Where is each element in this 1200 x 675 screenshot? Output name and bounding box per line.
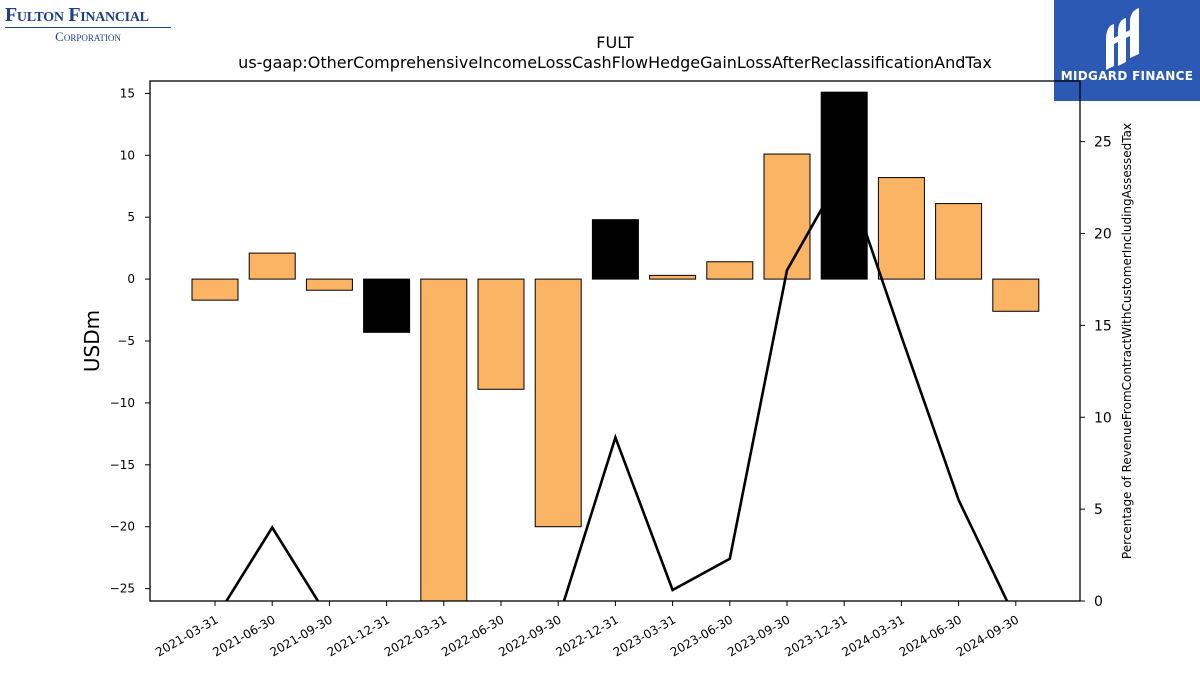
x-tick-label: 2023-03-31 bbox=[611, 612, 678, 659]
bar-2023-09-30 bbox=[763, 153, 811, 280]
bar-2022-06-30 bbox=[477, 278, 525, 390]
x-tick-label: 2024-06-30 bbox=[897, 612, 964, 659]
bar-2022-12-31 bbox=[591, 219, 639, 280]
y2-tick-label: 5 bbox=[1094, 502, 1103, 518]
y2-tick-label: 20 bbox=[1094, 227, 1112, 243]
y-tick-label: −25 bbox=[110, 582, 135, 596]
x-tick-label: 2021-03-31 bbox=[153, 612, 220, 659]
x-tick-label: 2024-09-30 bbox=[954, 612, 1021, 659]
brand-left-name: Fulton Financial bbox=[5, 4, 149, 26]
y-tick-label: −5 bbox=[117, 334, 135, 348]
fulton-financial-logo: Fulton Financial Corporation bbox=[5, 4, 175, 44]
line-series bbox=[224, 166, 1009, 601]
y-tick-label: 15 bbox=[120, 86, 135, 100]
y2-tick-label: 0 bbox=[1094, 594, 1103, 610]
chart-title: FULT bbox=[596, 33, 634, 52]
x-tick-label: 2023-06-30 bbox=[668, 612, 735, 659]
x-tick-label: 2023-09-30 bbox=[725, 612, 792, 659]
y2-tick-label: 25 bbox=[1094, 135, 1112, 151]
bar-2023-12-31 bbox=[820, 91, 868, 280]
y-tick-label: −20 bbox=[110, 520, 135, 534]
bar-2024-03-31 bbox=[877, 177, 925, 280]
y-axis: 15 10 5 0 −5 −10 −15 −20 −25 bbox=[110, 86, 150, 596]
x-tick-label: 2024-03-31 bbox=[839, 612, 906, 659]
brand-left-subtitle: Corporation bbox=[55, 29, 121, 44]
y-tick-label: 5 bbox=[127, 210, 135, 224]
plot-frame bbox=[149, 80, 1081, 602]
y-axis-label: USDm bbox=[80, 310, 104, 372]
bar-2024-09-30 bbox=[992, 278, 1040, 312]
x-tick-label: 2022-06-30 bbox=[439, 612, 506, 659]
midgard-logo-icon bbox=[1106, 8, 1139, 70]
bar-2021-09-30 bbox=[305, 278, 353, 291]
bar-2021-06-30 bbox=[248, 252, 296, 280]
bar-2023-03-31 bbox=[649, 274, 697, 280]
bar-2022-03-31 bbox=[420, 278, 468, 602]
y2-axis-label: Percentage of RevenueFromContractWithCus… bbox=[1120, 123, 1134, 559]
y-tick-label: −15 bbox=[110, 458, 135, 472]
bar-2024-06-30 bbox=[935, 203, 983, 280]
bar-2021-03-31 bbox=[191, 278, 239, 301]
x-tick-label: 2021-09-30 bbox=[267, 612, 334, 659]
x-tick-label: 2021-12-31 bbox=[325, 612, 392, 659]
y-tick-label: 0 bbox=[127, 272, 135, 286]
bar-2022-09-30 bbox=[534, 278, 582, 528]
x-tick-label: 2022-09-30 bbox=[496, 612, 563, 659]
chart-subtitle: us-gaap:OtherComprehensiveIncomeLossCash… bbox=[238, 53, 992, 72]
brand-left-rule bbox=[5, 27, 171, 28]
x-tick-label: 2022-03-31 bbox=[382, 612, 449, 659]
bar-2023-06-30 bbox=[706, 261, 754, 280]
y-tick-label: 10 bbox=[120, 148, 135, 162]
y2-axis: 0 5 10 15 20 25 bbox=[1080, 135, 1112, 610]
brand-right-name: MIDGARD FINANCE bbox=[1060, 69, 1194, 83]
midgard-finance-logo: MIDGARD FINANCE bbox=[1054, 0, 1200, 101]
x-tick-label: 2022-12-31 bbox=[553, 612, 620, 659]
x-axis: 2021-03-312021-06-302021-09-302021-12-31… bbox=[153, 601, 1021, 659]
y-tick-label: −10 bbox=[110, 396, 135, 410]
x-tick-label: 2021-06-30 bbox=[210, 612, 277, 659]
bar-2021-12-31 bbox=[363, 278, 411, 333]
bar-group bbox=[191, 91, 1040, 602]
line-group bbox=[224, 166, 1009, 601]
y2-tick-label: 15 bbox=[1094, 318, 1112, 334]
x-tick-label: 2023-12-31 bbox=[782, 612, 849, 659]
y2-tick-label: 10 bbox=[1094, 410, 1112, 426]
